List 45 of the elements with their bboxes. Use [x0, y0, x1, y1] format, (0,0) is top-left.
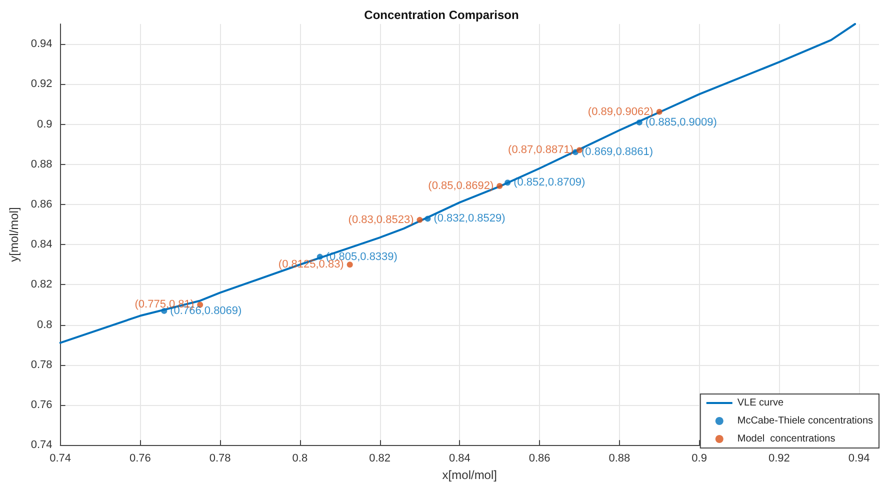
point: [576, 147, 582, 154]
point: [504, 180, 511, 186]
data-label: (0.89,0.9062): [588, 106, 654, 118]
y-tick-label: 0.74: [30, 439, 52, 452]
y-tick-label: 0.82: [30, 278, 52, 291]
x-tick-label: 0.8: [292, 452, 308, 465]
x-tick-label: 0.88: [608, 452, 630, 465]
point: [496, 183, 503, 190]
legend-label: VLE curve: [737, 398, 784, 408]
x-tick-label: 0.86: [528, 452, 550, 465]
x-tick-label: 0.92: [768, 452, 790, 465]
x-tick-label: 0.9: [692, 452, 707, 465]
y-tick-label: 0.88: [30, 158, 52, 170]
y-tick-label: 0.8: [37, 318, 52, 331]
data-label: (0.83,0.8523): [348, 214, 414, 226]
legend-label: McCabe-Thiele concentrations: [737, 416, 874, 426]
x-tick-label: 0.84: [448, 452, 470, 465]
y-axis-title: y[mol/mol]: [7, 207, 21, 262]
data-label: (0.869,0.8861): [581, 146, 654, 158]
chart-title: Concentration Comparison: [364, 8, 519, 22]
data-label: (0.832,0.8529): [434, 212, 506, 225]
y-tick-label: 0.78: [30, 358, 52, 371]
x-tick-label: 0.74: [50, 452, 72, 465]
point: [656, 108, 662, 115]
data-label: (0.87,0.8871): [508, 144, 574, 156]
data-label: (0.852,0.8709): [514, 176, 586, 189]
y-tick-label: 0.86: [30, 198, 52, 210]
data-label: (0.885,0.9009): [645, 116, 717, 128]
x-axis-title: x[mol/mol]: [442, 468, 497, 482]
x-tick-label: 0.78: [209, 452, 231, 465]
y-tick-label: 0.84: [30, 238, 52, 251]
y-tick-label: 0.76: [30, 398, 52, 411]
x-tick-label: 0.94: [848, 452, 870, 465]
y-tick-label: 0.92: [30, 78, 52, 90]
x-tick-label: 0.76: [129, 452, 151, 465]
data-label: (0.85,0.8692): [428, 180, 494, 192]
point: [636, 119, 642, 126]
point: [316, 254, 323, 260]
x-tick-label: 0.82: [369, 452, 391, 465]
point: [424, 216, 431, 222]
legend-label: Model concentrations: [737, 434, 836, 444]
point: [416, 216, 423, 223]
line-series: [59, 23, 856, 344]
y-tick-label: 0.94: [30, 38, 52, 50]
y-tick-label: 0.9: [37, 118, 52, 130]
